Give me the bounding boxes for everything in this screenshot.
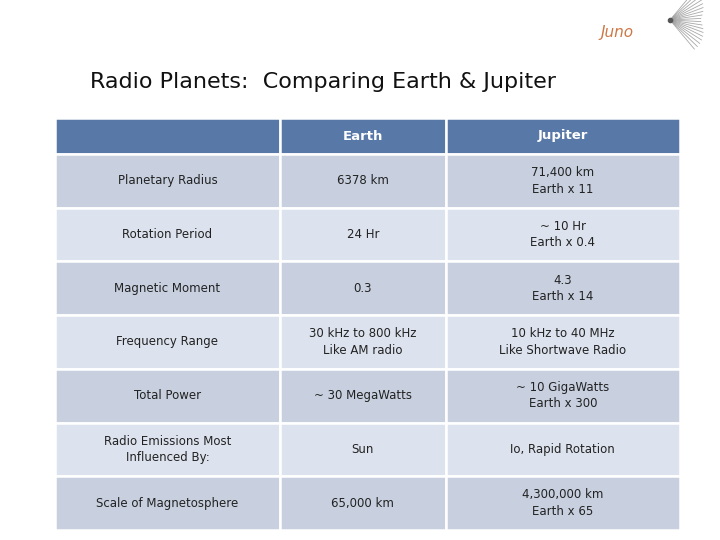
Text: Magnetic Moment: Magnetic Moment	[114, 282, 220, 295]
Text: 10 kHz to 40 MHz
Like Shortwave Radio: 10 kHz to 40 MHz Like Shortwave Radio	[499, 327, 626, 357]
Text: Rotation Period: Rotation Period	[122, 228, 212, 241]
Bar	[55, 154, 280, 208]
Bar	[280, 369, 446, 423]
Text: Juno: Juno	[600, 24, 633, 39]
Bar	[55, 369, 280, 423]
Text: 24 Hr: 24 Hr	[346, 228, 379, 241]
Text: Sun: Sun	[351, 443, 374, 456]
Bar	[446, 476, 680, 530]
Text: 30 kHz to 800 kHz
Like AM radio: 30 kHz to 800 kHz Like AM radio	[309, 327, 417, 357]
Text: Jupiter: Jupiter	[538, 130, 588, 143]
Bar	[280, 423, 446, 476]
Text: Planetary Radius: Planetary Radius	[117, 174, 217, 187]
Bar	[280, 154, 446, 208]
Text: 65,000 km: 65,000 km	[331, 497, 395, 510]
Bar	[55, 118, 280, 154]
Bar	[55, 315, 280, 369]
Text: Frequency Range: Frequency Range	[117, 335, 218, 348]
Text: ~ 10 GigaWatts
Earth x 300: ~ 10 GigaWatts Earth x 300	[516, 381, 609, 410]
Text: ~ 10 Hr
Earth x 0.4: ~ 10 Hr Earth x 0.4	[531, 220, 595, 249]
Text: Radio Emissions Most
Influenced By:: Radio Emissions Most Influenced By:	[104, 435, 231, 464]
Text: 4,300,000 km
Earth x 65: 4,300,000 km Earth x 65	[522, 488, 603, 518]
Bar	[446, 208, 680, 261]
Bar	[446, 154, 680, 208]
Text: 6378 km: 6378 km	[337, 174, 389, 187]
Text: 0.3: 0.3	[354, 282, 372, 295]
Bar	[446, 369, 680, 423]
Bar	[446, 118, 680, 154]
Bar	[55, 208, 280, 261]
Bar	[446, 423, 680, 476]
Bar	[280, 208, 446, 261]
Text: Radio Planets:  Comparing Earth & Jupiter: Radio Planets: Comparing Earth & Jupiter	[90, 72, 556, 92]
Text: ~ 30 MegaWatts: ~ 30 MegaWatts	[314, 389, 412, 402]
Text: Scale of Magnetosphere: Scale of Magnetosphere	[96, 497, 238, 510]
Text: 4.3
Earth x 14: 4.3 Earth x 14	[532, 274, 593, 303]
Text: Total Power: Total Power	[134, 389, 201, 402]
Bar	[446, 261, 680, 315]
Bar	[55, 476, 280, 530]
Bar	[280, 476, 446, 530]
Bar	[280, 118, 446, 154]
Bar	[280, 315, 446, 369]
Text: Earth: Earth	[343, 130, 383, 143]
Text: Io, Rapid Rotation: Io, Rapid Rotation	[510, 443, 615, 456]
Bar	[55, 261, 280, 315]
Bar	[55, 423, 280, 476]
Bar	[280, 261, 446, 315]
Bar	[446, 315, 680, 369]
Text: 71,400 km
Earth x 11: 71,400 km Earth x 11	[531, 166, 595, 195]
